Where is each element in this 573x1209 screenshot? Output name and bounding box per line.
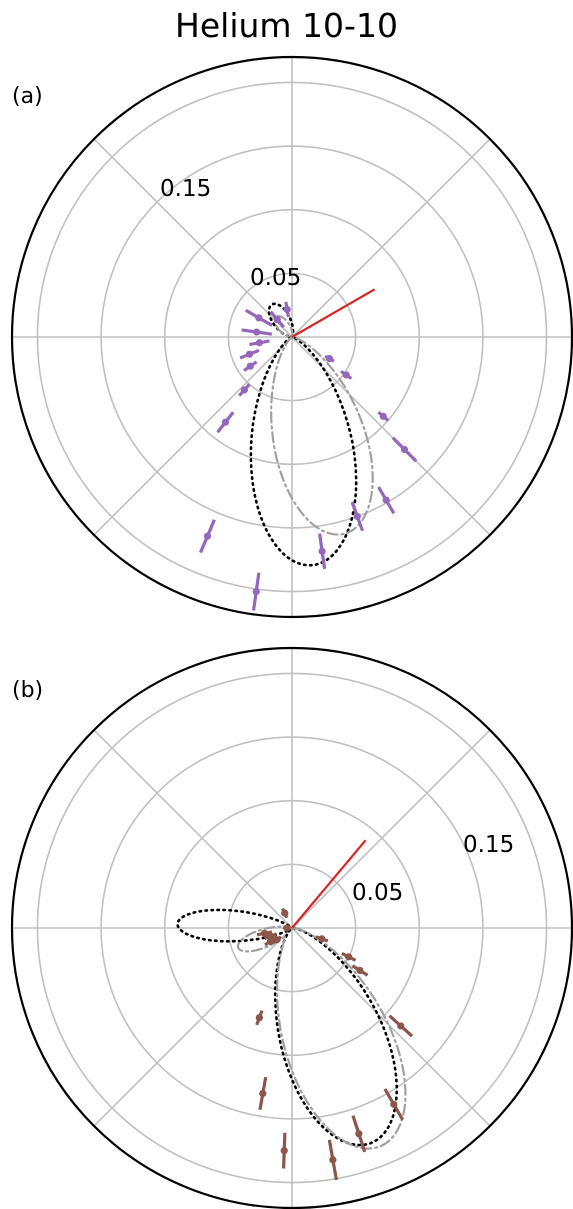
angular-grid-line — [93, 336, 293, 536]
data-point — [253, 328, 261, 336]
measurements-a — [199, 301, 418, 611]
data-point — [266, 937, 275, 946]
angular-grid-line — [291, 138, 491, 338]
data-point — [283, 305, 291, 314]
figure-title: Helium 10-10 — [175, 6, 398, 45]
data-point — [283, 924, 291, 932]
data-point — [397, 1022, 405, 1030]
data-point — [280, 1146, 288, 1155]
model-curve-dashdot — [236, 925, 407, 1150]
polar-frame-b — [10, 646, 573, 1209]
data-point — [382, 496, 390, 504]
data-point — [353, 512, 361, 520]
data-point — [259, 1089, 267, 1098]
data-point — [318, 547, 326, 555]
angular-grid-line — [291, 729, 491, 929]
data-point — [379, 412, 387, 420]
panel-label: (b) — [12, 678, 43, 703]
panel-label: (a) — [12, 84, 43, 109]
data-point — [255, 1014, 263, 1022]
data-point — [252, 587, 260, 596]
angular-grid-line — [93, 927, 293, 1127]
polar-panel-b: 0.05 0.15 (b) — [10, 646, 573, 1209]
data-point — [400, 445, 409, 454]
r-tick-label: 0.15 — [463, 832, 514, 858]
data-point — [273, 936, 281, 944]
data-point — [356, 966, 364, 975]
data-point — [281, 909, 289, 917]
data-point — [255, 339, 264, 347]
model-curve-dashdot — [270, 315, 374, 536]
r-tick-label: 0.05 — [352, 880, 403, 906]
data-point — [221, 418, 229, 426]
angular-grid-line — [93, 138, 293, 338]
angular-grid-line — [93, 729, 293, 929]
data-point — [273, 315, 281, 324]
data-point — [329, 1156, 337, 1164]
data-point — [240, 386, 248, 394]
data-point — [355, 1130, 363, 1138]
angular-grid-line — [291, 927, 491, 1127]
reference-line-b — [291, 839, 367, 929]
data-point — [203, 532, 212, 540]
r-tick-label: 0.05 — [250, 265, 301, 291]
reference-line-a — [291, 288, 376, 338]
data-point — [245, 350, 254, 358]
measurements-b — [255, 907, 414, 1181]
data-point — [255, 314, 263, 322]
data-point — [390, 1100, 398, 1108]
data-point — [342, 371, 350, 379]
data-point — [325, 355, 334, 363]
data-point — [260, 929, 269, 937]
data-point — [345, 953, 353, 961]
grid-a — [12, 57, 572, 617]
polar-panel-a: 0.05 0.15 (a) — [10, 55, 573, 619]
data-point — [267, 932, 275, 940]
data-point — [246, 362, 254, 370]
polar-frame-a — [10, 55, 573, 619]
data-point — [318, 935, 326, 943]
model-curve-dotted — [176, 908, 399, 1147]
r-tick-label: 0.15 — [160, 176, 211, 202]
